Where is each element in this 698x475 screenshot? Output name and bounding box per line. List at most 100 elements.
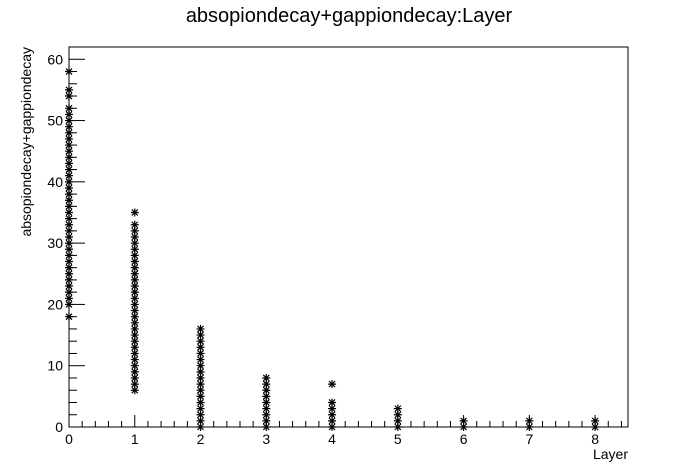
data-point [262, 416, 271, 425]
data-point [130, 275, 139, 284]
data-point [130, 251, 139, 260]
data-point [130, 245, 139, 254]
data-point [65, 183, 73, 192]
data-point [459, 416, 468, 425]
data-point [130, 269, 139, 278]
data-point [65, 282, 73, 291]
data-point [65, 300, 73, 309]
data-point [65, 312, 73, 321]
data-point [130, 324, 139, 333]
data-point [262, 380, 271, 389]
data-point [196, 349, 205, 358]
data-point [65, 275, 73, 284]
data-point [328, 398, 337, 407]
data-point [393, 410, 402, 419]
data-point [65, 104, 73, 113]
data-point [65, 214, 73, 223]
data-point [65, 165, 73, 174]
data-point [591, 416, 600, 425]
data-point [130, 318, 139, 327]
data-point [65, 85, 73, 94]
plot-frame [68, 46, 629, 428]
data-point [65, 110, 73, 119]
data-point [65, 67, 73, 76]
data-point [196, 398, 205, 407]
data-point [65, 171, 73, 180]
data-point [65, 294, 73, 303]
data-point [196, 324, 205, 333]
axes: 0 1 2 3 4 5 6 7 8 0 10 20 30 40 50 60 [47, 46, 622, 447]
data-point [65, 128, 73, 137]
data-point [65, 288, 73, 297]
data-point [328, 380, 337, 389]
data-point [196, 380, 205, 389]
data-point [196, 423, 205, 431]
data-point [65, 263, 73, 272]
data-point [328, 416, 337, 425]
data-point [65, 220, 73, 229]
data-point [459, 423, 468, 431]
data-point [130, 373, 139, 382]
data-point [262, 398, 271, 407]
data-point [130, 380, 139, 389]
y-tick-label: 20 [47, 296, 63, 312]
data-point [130, 361, 139, 370]
data-point [130, 288, 139, 297]
y-tick-label: 60 [47, 51, 63, 67]
x-tick-label: 6 [460, 431, 468, 447]
data-point [130, 355, 139, 364]
data-point [130, 312, 139, 321]
data-point [130, 300, 139, 309]
data-point [196, 416, 205, 425]
data-point [65, 147, 73, 156]
data-point [393, 416, 402, 425]
y-tick-label: 0 [55, 419, 63, 435]
data-point [130, 257, 139, 266]
data-point [196, 392, 205, 401]
data-point [196, 343, 205, 352]
x-tick-label: 8 [591, 431, 599, 447]
x-tick-label: 5 [394, 431, 402, 447]
data-point [262, 410, 271, 419]
x-tick-label: 3 [262, 431, 270, 447]
data-point [393, 404, 402, 413]
x-axis-label: Layer [593, 446, 628, 462]
data-point [65, 251, 73, 260]
data-point [130, 349, 139, 358]
data-point [591, 423, 600, 431]
data-point [262, 404, 271, 413]
data-point [262, 392, 271, 401]
data-point [65, 190, 73, 199]
data-point [262, 423, 271, 431]
x-tick-label: 4 [328, 431, 336, 447]
y-tick-label: 10 [47, 358, 63, 374]
data-points [65, 67, 600, 431]
data-point [65, 177, 73, 186]
data-point [65, 239, 73, 248]
data-point [65, 122, 73, 131]
y-axis-label: absopiondecay+gappiondecay [18, 47, 34, 237]
x-tick-label: 0 [65, 431, 73, 447]
data-point [196, 410, 205, 419]
data-point [196, 386, 205, 395]
data-point [130, 233, 139, 241]
data-point [130, 386, 139, 395]
data-point [262, 373, 271, 382]
y-tick-label: 40 [47, 174, 63, 190]
data-point [196, 331, 205, 340]
y-tick-label: 30 [47, 235, 63, 251]
data-point [130, 220, 139, 229]
data-point [130, 239, 139, 248]
data-point [196, 404, 205, 413]
data-point [65, 92, 73, 101]
data-point [65, 257, 73, 266]
data-point [196, 361, 205, 370]
data-point [65, 159, 73, 168]
data-point [65, 196, 73, 205]
data-point [393, 423, 402, 431]
data-point [65, 233, 73, 241]
data-point [130, 263, 139, 272]
data-point [525, 416, 534, 425]
data-point [130, 226, 139, 235]
data-point [65, 116, 73, 125]
